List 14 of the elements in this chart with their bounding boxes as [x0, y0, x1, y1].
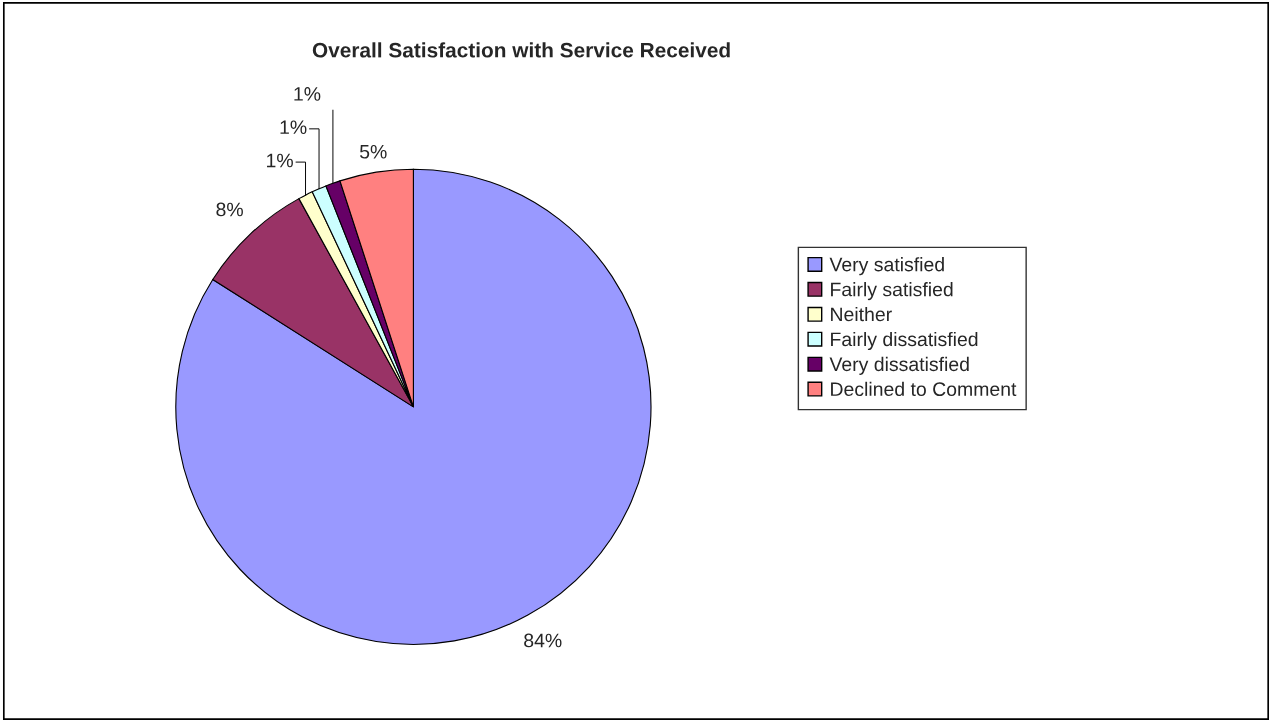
data-label: 1% — [294, 87, 321, 101]
data-label: 1% — [280, 120, 307, 134]
data-label: 5% — [359, 144, 387, 159]
chart-title: Overall Satisfaction with Service Received — [312, 42, 730, 58]
data-label: 84% — [524, 633, 562, 648]
legend-label: Very dissatisfied — [829, 356, 969, 375]
data-label: 8% — [216, 202, 243, 217]
legend-label: Fairly dissatisfied — [831, 331, 978, 351]
legend-label: Very satisfied — [829, 257, 944, 276]
legend-label: Declined to Comment — [831, 381, 1017, 397]
data-label: 1% — [267, 153, 293, 168]
legend-label: Neither — [831, 306, 892, 322]
legend-label: Fairly satisfied — [831, 282, 953, 301]
pie-slice — [175, 168, 652, 646]
